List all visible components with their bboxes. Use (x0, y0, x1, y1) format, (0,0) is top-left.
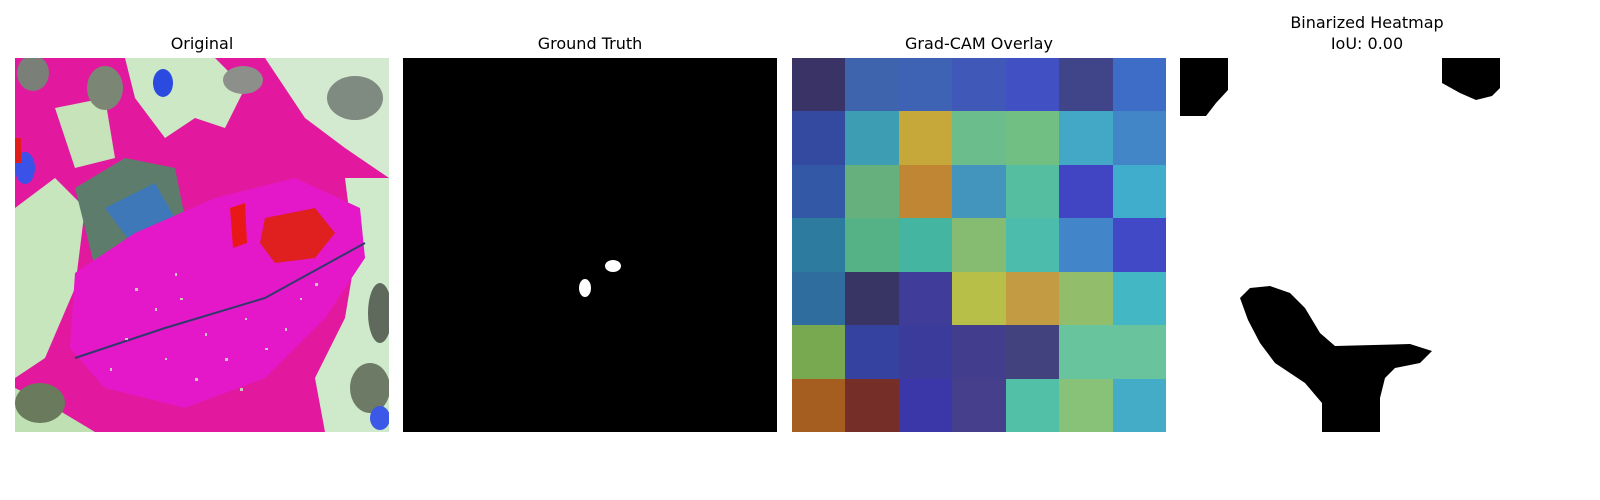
gradcam-cell (792, 325, 846, 379)
gradcam-cell (1112, 111, 1166, 165)
binarized-heatmap (1180, 58, 1554, 432)
gradcam-cell (898, 325, 953, 379)
gradcam-cell (1005, 218, 1060, 272)
gradcam-cell (898, 164, 953, 219)
gradcam-cell (952, 58, 1006, 112)
gradcam-cell (1059, 58, 1113, 112)
gradcam-cell (1005, 325, 1060, 379)
gradcam-cell (845, 218, 899, 272)
original-title: Original (170, 34, 234, 53)
gradcam-cell (845, 378, 899, 432)
gradcam-cell (845, 164, 899, 219)
gradcam-cell (1112, 271, 1166, 326)
gradcam-cell (792, 271, 846, 326)
gradcam-cell (1112, 164, 1166, 219)
gradcam-cell (952, 218, 1006, 272)
binarized-title: Binarized Heatmap (1290, 13, 1444, 32)
gradcam-cell (1005, 271, 1060, 326)
gradcam-cell (898, 271, 953, 326)
iou-label: IoU: 0.00 (1330, 34, 1404, 53)
gradcam-grid (792, 58, 1166, 432)
gradcam-cell (1059, 111, 1113, 165)
gradcam-cell (1059, 325, 1113, 379)
gradcam-cell (845, 58, 899, 112)
gradcam-cell (898, 218, 953, 272)
gradcam-cell (952, 164, 1006, 219)
gradcam-heatmap (792, 58, 1166, 432)
ground-truth-title: Ground Truth (537, 34, 643, 53)
gradcam-cell (1059, 271, 1113, 326)
gradcam-cell (1112, 218, 1166, 272)
original-image (15, 58, 389, 432)
gradcam-cell (898, 378, 953, 432)
ground-truth-mask (403, 58, 777, 432)
gradcam-cell (845, 271, 899, 326)
gradcam-cell (1005, 378, 1060, 432)
gradcam-cell (952, 271, 1006, 326)
gradcam-cell (1059, 218, 1113, 272)
gradcam-cell (1005, 58, 1060, 112)
gradcam-cell (952, 111, 1006, 165)
gradcam-title: Grad-CAM Overlay (905, 34, 1053, 53)
gradcam-cell (952, 325, 1006, 379)
gradcam-cell (792, 164, 846, 219)
gradcam-cell (792, 111, 846, 165)
gradcam-cell (792, 58, 846, 112)
gradcam-cell (845, 111, 899, 165)
gradcam-cell (1059, 164, 1113, 219)
gradcam-cell (1112, 58, 1166, 112)
gradcam-cell (1005, 164, 1060, 219)
gradcam-cell (1005, 111, 1060, 165)
gradcam-cell (898, 111, 953, 165)
gradcam-cell (792, 218, 846, 272)
gradcam-cell (898, 58, 953, 112)
gradcam-cell (1112, 325, 1166, 379)
gradcam-cell (952, 378, 1006, 432)
gradcam-cell (792, 378, 846, 432)
gradcam-cell (1112, 378, 1166, 432)
gradcam-cell (845, 325, 899, 379)
gradcam-cell (1059, 378, 1113, 432)
